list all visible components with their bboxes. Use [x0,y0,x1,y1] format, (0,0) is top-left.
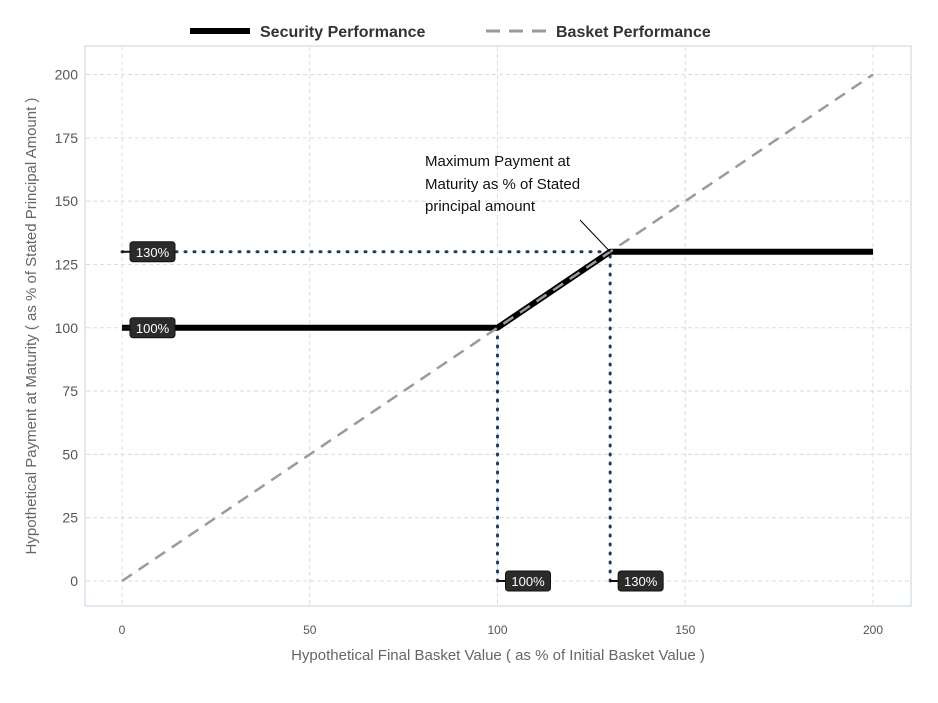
annotation: Maximum Payment at Maturity as % of Stat… [425,153,611,253]
y-tick-label: 50 [62,446,78,462]
x-tick-label: 100 [487,623,507,637]
data-label: 130% [610,570,664,592]
data-label-text: 100% [136,321,170,336]
legend-label-security: Security Performance [260,24,426,41]
legend: Security Performance Basket Performance [190,24,711,41]
y-tick-label: 175 [55,130,79,146]
data-label-text: 100% [511,574,545,589]
data-label: 100% [122,317,176,339]
annotation-line-1: Maximum Payment at [425,153,571,170]
y-tick-label: 100 [55,320,79,336]
x-axis-ticks: 0 50 100 150 200 [119,623,884,637]
annotation-line-2: Maturity as % of Stated [425,176,580,193]
data-label-box [129,241,176,263]
x-axis-label: Hypothetical Final Basket Value ( as % o… [291,647,705,664]
reference-lines [120,250,612,583]
x-tick-label: 50 [303,623,317,637]
y-tick-label: 75 [62,383,78,399]
data-label-box [129,317,176,339]
y-tick-label: 0 [70,573,78,589]
y-tick-label: 200 [55,67,79,83]
x-tick-label: 150 [675,623,695,637]
series-line-basket [121,73,874,583]
y-tick-label: 125 [55,256,79,272]
data-label: 130% [122,241,176,263]
y-axis-ticks: 0 25 50 75 100 125 150 175 200 [55,67,79,590]
y-tick-label: 150 [55,193,79,209]
y-axis-label: Hypothetical Payment at Maturity ( as % … [23,98,40,555]
legend-label-basket: Basket Performance [556,24,711,41]
data-label-text: 130% [136,245,170,260]
data-label-text: 130% [624,574,658,589]
y-tick-label: 25 [62,510,78,526]
annotation-line-3: principal amount [425,198,536,215]
series-layer [121,73,874,583]
data-label: 100% [497,570,551,592]
data-label-box [505,570,551,592]
data-labels: 130% 100% 100% 130% [122,241,664,592]
annotation-pointer [579,219,611,253]
x-tick-label: 200 [863,623,883,637]
x-tick-label: 0 [119,623,126,637]
data-label-box [617,570,664,592]
grid [86,47,910,605]
